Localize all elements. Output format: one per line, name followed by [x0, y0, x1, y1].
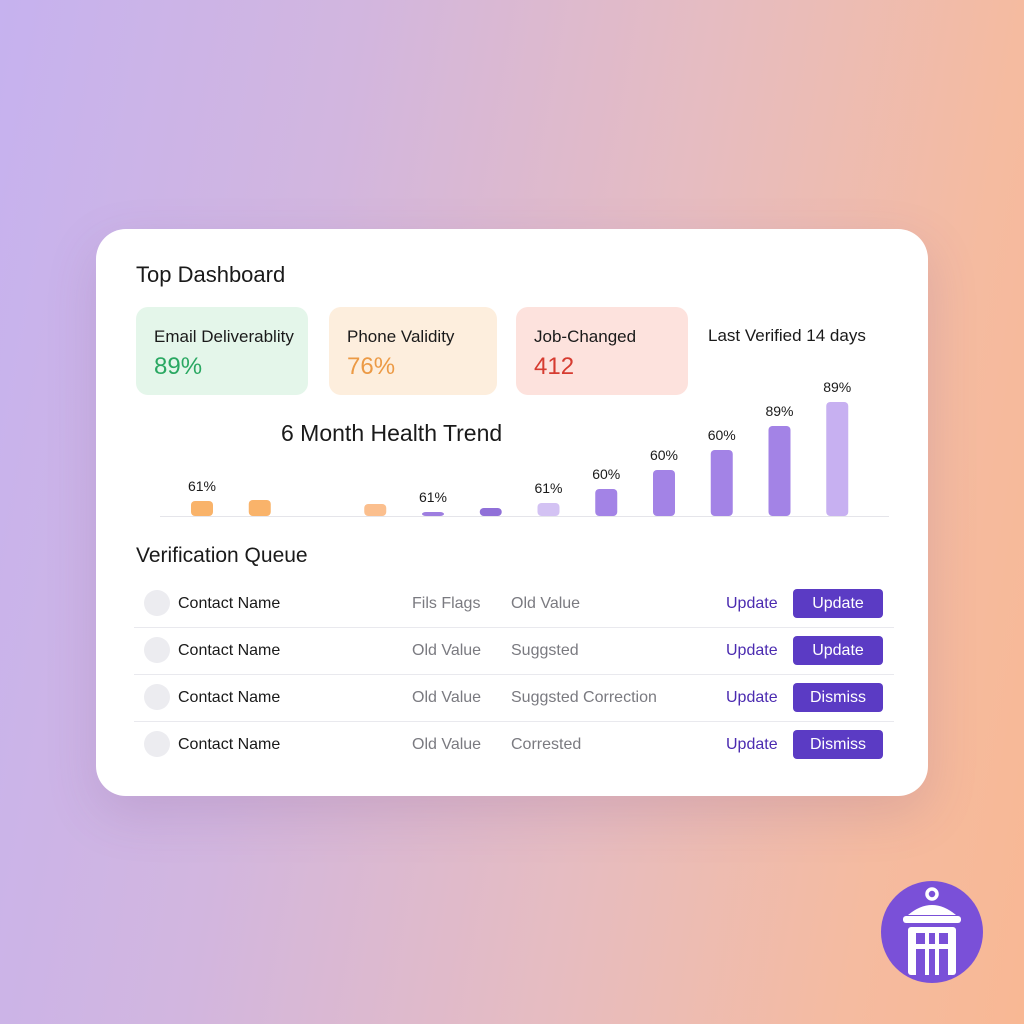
chart-bar — [768, 426, 791, 516]
table-row: Contact Name Old Value Suggsted Update U… — [134, 627, 894, 675]
chart-bar — [248, 500, 271, 516]
chart-data-label: 61% — [188, 478, 216, 494]
chart-bar — [826, 402, 849, 516]
stat-value: 76% — [347, 353, 396, 380]
contact-name: Contact Name — [178, 736, 281, 753]
chart-bar — [422, 512, 444, 516]
contact-name: Contact Name — [178, 595, 281, 612]
cell-old-value: Old Value — [412, 689, 482, 706]
cell-value: Old Value — [511, 595, 581, 612]
stat-label: Job-Changed — [534, 327, 637, 346]
table-row: Contact Name Fils Flags Old Value Update… — [134, 580, 894, 628]
chart-data-label: 60% — [650, 447, 678, 463]
dismiss-button[interactable]: Dismiss — [793, 730, 883, 759]
stat-value: 89% — [154, 353, 203, 380]
cell-suggested: Suggsted — [511, 642, 579, 659]
chart-data-label: 60% — [708, 427, 736, 443]
lantern-tower-icon — [881, 881, 983, 983]
contact-name: Contact Name — [178, 689, 281, 706]
update-button[interactable]: Update — [793, 636, 883, 665]
health-trend-chart: 61% 61% 61% 60% 60% 60% 89% 89% — [160, 379, 889, 517]
chart-bar — [653, 470, 675, 516]
chart-data-label: 61% — [419, 489, 447, 505]
chart-bar — [537, 503, 560, 516]
chart-bar — [364, 504, 387, 516]
stat-card-email[interactable]: Email Deliverablity 89% — [136, 307, 308, 395]
last-verified-text: Last Verified 14 days — [708, 326, 866, 345]
contact-name: Contact Name — [178, 642, 281, 659]
table-row: Contact Name Old Value Corrested Update … — [134, 721, 894, 768]
chart-data-label: 89% — [823, 379, 851, 395]
stat-label: Phone Validity — [347, 327, 455, 346]
stat-card-job-changed[interactable]: Job-Changed 412 — [516, 307, 688, 395]
cell-corrected: Corrested — [511, 736, 582, 753]
dismiss-button[interactable]: Dismiss — [793, 683, 883, 712]
update-button[interactable]: Update — [793, 589, 883, 618]
dashboard-card: Top Dashboard Email Deliverablity 89% Ph… — [96, 229, 928, 796]
chart-bar — [191, 501, 213, 516]
chart-title: 6 Month Health Trend — [281, 420, 503, 446]
chart-data-label: 61% — [534, 480, 562, 496]
table-row: Contact Name Old Value Suggsted Correcti… — [134, 674, 894, 722]
chart-data-label: 89% — [765, 403, 793, 419]
update-link[interactable]: Update — [726, 642, 778, 659]
stat-card-phone[interactable]: Phone Validity 76% — [329, 307, 497, 395]
chart-bar — [479, 508, 502, 516]
stat-value: 412 — [534, 353, 575, 380]
page-title: Top Dashboard — [136, 262, 286, 287]
stat-label: Email Deliverablity — [154, 327, 294, 346]
chart-data-label: 60% — [592, 466, 620, 482]
chart-bar — [595, 489, 618, 516]
cell-flags: Fils Flags — [412, 595, 481, 612]
cell-old-value: Old Value — [412, 736, 482, 753]
avatar — [144, 637, 170, 663]
cell-suggested-correction: Suggsted Correction — [511, 689, 657, 706]
avatar — [144, 731, 170, 757]
avatar — [144, 590, 170, 616]
update-link[interactable]: Update — [726, 689, 778, 706]
update-link[interactable]: Update — [726, 736, 778, 753]
cell-old-value: Old Value — [412, 642, 482, 659]
queue-title: Verification Queue — [136, 544, 308, 567]
update-link[interactable]: Update — [726, 595, 778, 612]
avatar — [144, 684, 170, 710]
chart-bar — [710, 450, 733, 516]
